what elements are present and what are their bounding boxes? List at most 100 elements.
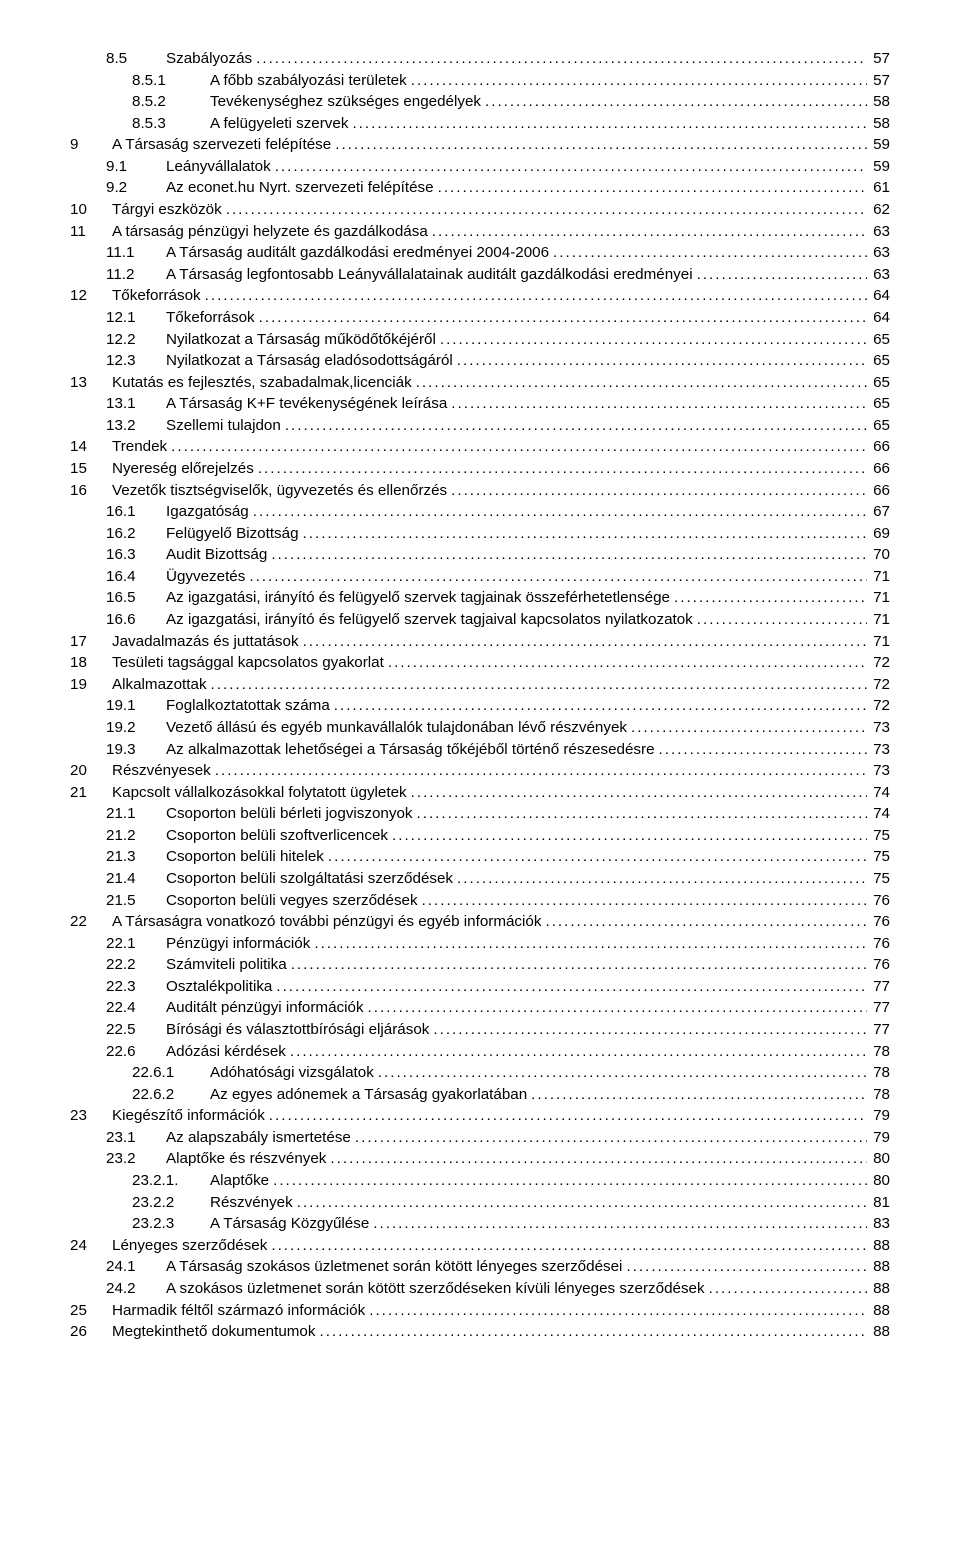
toc-entry-number: 24: [70, 1235, 112, 1257]
toc-entry-page: 65: [867, 372, 890, 394]
toc-leader-dots: [631, 717, 867, 739]
toc-entry: 16.4Ügyvezetés71: [70, 566, 890, 588]
toc-entry-page: 65: [867, 350, 890, 372]
toc-entry: 9.2Az econet.hu Nyrt. szervezeti felépít…: [70, 177, 890, 199]
toc-entry-page: 57: [867, 48, 890, 70]
toc-entry-page: 70: [867, 544, 890, 566]
toc-entry-page: 63: [867, 242, 890, 264]
toc-entry-page: 71: [867, 609, 890, 631]
toc-entry-page: 59: [867, 134, 890, 156]
toc-entry-number: 13.1: [106, 393, 166, 415]
toc-leader-dots: [258, 458, 867, 480]
toc-entry-title: Harmadik féltől származó információk: [112, 1300, 369, 1322]
toc-entry: 22.6Adózási kérdések78: [70, 1041, 890, 1063]
toc-entry-number: 23.2: [106, 1148, 166, 1170]
toc-entry-title: Részvények: [210, 1192, 297, 1214]
toc-entry-number: 22.6.1: [132, 1062, 210, 1084]
toc-entry: 22.1Pénzügyi információk76: [70, 933, 890, 955]
toc-entry-number: 18: [70, 652, 112, 674]
toc-entry-title: Nyilatkozat a Társaság működőtőkéjéről: [166, 329, 440, 351]
toc-entry-number: 15: [70, 458, 112, 480]
toc-entry-page: 66: [867, 458, 890, 480]
toc-entry-page: 63: [867, 221, 890, 243]
toc-entry-number: 8.5: [106, 48, 166, 70]
toc-leader-dots: [269, 1105, 867, 1127]
toc-leader-dots: [416, 372, 867, 394]
toc-entry-page: 66: [867, 480, 890, 502]
toc-entry-number: 17: [70, 631, 112, 653]
toc-leader-dots: [271, 1235, 867, 1257]
toc-leader-dots: [271, 544, 867, 566]
toc-entry: 26Megtekinthető dokumentumok88: [70, 1321, 890, 1343]
toc-entry-page: 88: [867, 1235, 890, 1257]
toc-entry: 16.5Az igazgatási, irányító és felügyelő…: [70, 587, 890, 609]
toc-entry: 11.1A Társaság auditált gazdálkodási ere…: [70, 242, 890, 264]
toc-entry-page: 73: [867, 760, 890, 782]
toc-entry: 18Tesületi tagsággal kapcsolatos gyakorl…: [70, 652, 890, 674]
toc-leader-dots: [253, 501, 867, 523]
toc-entry-title: Igazgatóság: [166, 501, 253, 523]
toc-entry-title: Csoporton belüli szoftverlicencek: [166, 825, 392, 847]
toc-entry-title: A Társaság K+F tevékenységének leírása: [166, 393, 451, 415]
toc-entry-title: Tevékenységhez szükséges engedélyek: [210, 91, 485, 113]
toc-entry: 22.2Számviteli politika76: [70, 954, 890, 976]
toc-entry-title: Az alkalmazottak lehetőségei a Társaság …: [166, 739, 659, 761]
toc-entry-number: 23.2.2: [132, 1192, 210, 1214]
toc-entry-title: Osztalékpolitika: [166, 976, 276, 998]
toc-leader-dots: [553, 242, 867, 264]
toc-entry-number: 16.3: [106, 544, 166, 566]
toc-entry-number: 21.3: [106, 846, 166, 868]
toc-entry: 19.2Vezető állású és egyéb munkavállalók…: [70, 717, 890, 739]
toc-leader-dots: [291, 954, 867, 976]
toc-entry-page: 77: [867, 997, 890, 1019]
toc-entry-title: Tőkeforrások: [112, 285, 205, 307]
toc-entry: 12.3Nyilatkozat a Társaság eladósodottsá…: [70, 350, 890, 372]
toc-entry-number: 19.1: [106, 695, 166, 717]
toc-leader-dots: [411, 70, 867, 92]
toc-entry-page: 81: [867, 1192, 890, 1214]
toc-entry-number: 22.1: [106, 933, 166, 955]
toc-entry-number: 13.2: [106, 415, 166, 437]
toc-entry: 22.5Bírósági és választottbírósági eljár…: [70, 1019, 890, 1041]
toc-entry-page: 71: [867, 631, 890, 653]
toc-entry-title: Alaptőke és részvények: [166, 1148, 330, 1170]
toc-entry-page: 73: [867, 717, 890, 739]
toc-entry-page: 65: [867, 329, 890, 351]
toc-entry-title: Az egyes adónemek a Társaság gyakorlatáb…: [210, 1084, 531, 1106]
toc-entry: 21Kapcsolt vállalkozásokkal folytatott ü…: [70, 782, 890, 804]
toc-entry: 9A Társaság szervezeti felépítése59: [70, 134, 890, 156]
toc-entry-title: A Társaság auditált gazdálkodási eredmén…: [166, 242, 553, 264]
toc-entry-page: 71: [867, 566, 890, 588]
toc-entry: 13.2Szellemi tulajdon65: [70, 415, 890, 437]
toc-leader-dots: [249, 566, 867, 588]
toc-entry-title: A társaság pénzügyi helyzete és gazdálko…: [112, 221, 432, 243]
toc-entry-title: A Társaságra vonatkozó további pénzügyi …: [112, 911, 545, 933]
toc-leader-dots: [328, 846, 867, 868]
toc-entry: 24.2A szokásos üzletmenet során kötött s…: [70, 1278, 890, 1300]
toc-entry-page: 73: [867, 739, 890, 761]
toc-entry-title: Tárgyi eszközök: [112, 199, 226, 221]
toc-entry: 14Trendek66: [70, 436, 890, 458]
toc-entry-title: A szokásos üzletmenet során kötött szerz…: [166, 1278, 709, 1300]
toc-entry-number: 16.2: [106, 523, 166, 545]
toc-entry: 19Alkalmazottak72: [70, 674, 890, 696]
toc-leader-dots: [352, 113, 867, 135]
toc-leader-dots: [290, 1041, 867, 1063]
toc-entry: 9.1Leányvállalatok59: [70, 156, 890, 178]
toc-entry: 21.4Csoporton belüli szolgáltatási szerz…: [70, 868, 890, 890]
toc-entry: 23.2.3A Társaság Közgyűlése83: [70, 1213, 890, 1235]
toc-leader-dots: [273, 1170, 867, 1192]
toc-leader-dots: [531, 1084, 867, 1106]
toc-entry-page: 75: [867, 868, 890, 890]
toc-entry-page: 74: [867, 782, 890, 804]
toc-leader-dots: [335, 134, 867, 156]
toc-entry-number: 22.5: [106, 1019, 166, 1041]
toc-entry-number: 11.1: [106, 242, 166, 264]
toc-entry-title: Csoporton belüli bérleti jogviszonyok: [166, 803, 417, 825]
toc-entry-page: 69: [867, 523, 890, 545]
toc-entry-number: 8.5.3: [132, 113, 210, 135]
toc-entry-number: 16.5: [106, 587, 166, 609]
toc-entry-number: 24.1: [106, 1256, 166, 1278]
toc-entry: 22.3Osztalékpolitika77: [70, 976, 890, 998]
toc-entry-page: 75: [867, 825, 890, 847]
